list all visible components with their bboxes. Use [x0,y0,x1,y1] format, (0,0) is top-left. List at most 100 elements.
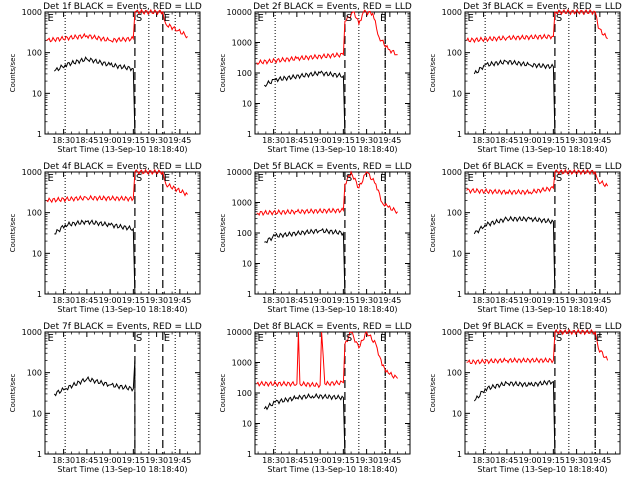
y-tick-label: 100 [237,229,252,238]
attenuator-marker-label: E [468,173,474,184]
x-tick-label: 19:00 [309,296,332,305]
lld-series-line [256,9,398,66]
x-axis-label: Start Time (13-Sep-10 18:18:40) [57,145,187,154]
x-tick-label: 19:15 [122,136,145,145]
attenuator-marker-label: E [596,333,602,344]
panel-det-6: Det 6f BLACK = Events, RED = LLD 1 10 100 10… [429,162,622,314]
y-tick-label: 10 [242,100,252,109]
attenuator-marker-label: E [380,333,386,344]
attenuator-marker-label: E [164,13,170,24]
panel-title: Det 5f BLACK = Events, RED = LLD [253,162,412,172]
x-tick-label: 19:45 [378,296,401,305]
y-tick-label: 1 [37,450,42,459]
lld-series-line [46,8,188,44]
x-tick-label: 19:00 [99,456,122,465]
y-axis-label: Counts/sec [219,214,227,253]
attenuator-marker-label: E [164,173,170,184]
x-tick-label: 19:45 [588,456,611,465]
plot-frame [464,11,621,135]
y-axis-label: Counts/sec [219,374,227,413]
x-tick-label: 19:45 [378,136,401,145]
events-series-line [473,379,556,455]
y-axis-label: Counts/sec [219,54,227,93]
x-tick-label: 19:15 [542,296,565,305]
x-tick-label: 19:00 [309,456,332,465]
x-tick-label: 18:45 [285,456,308,465]
y-tick-label: 10 [242,260,252,269]
panel-title: Det 3f BLACK = Events, RED = LLD [463,2,622,12]
y-tick-label: 10000 [227,328,252,337]
x-tick-label: 19:15 [542,456,565,465]
x-tick-label: 19:30 [355,296,378,305]
y-axis-label: Counts/sec [429,214,437,253]
events-series-line [264,227,346,295]
attenuator-marker-label: S [346,13,352,24]
y-tick-label: 10 [452,89,462,98]
panel-det-3: Det 3f BLACK = Events, RED = LLD 1 10 100 10… [429,2,622,154]
y-tick-label: 100 [447,209,462,218]
attenuator-marker-label: S [346,173,352,184]
attenuator-marker-label: S [136,333,142,344]
y-tick-label: 10 [32,249,42,258]
attenuator-marker-label: E [48,13,54,24]
panel-det-9: Det 9f BLACK = Events, RED = LLD 1 10 100 10… [429,322,622,474]
y-tick-label: 1000 [22,328,42,337]
attenuator-marker-label: E [48,333,54,344]
x-tick-label: 19:15 [332,136,355,145]
y-tick-label: 1 [247,290,252,299]
x-tick-label: 19:45 [588,136,611,145]
y-tick-label: 1 [457,130,462,139]
x-axis-label: Start Time (13-Sep-10 18:18:40) [477,145,607,154]
events-series-line [473,215,556,295]
plot-frame [464,331,621,455]
attenuator-marker-label: S [346,333,352,344]
y-axis-label: Counts/sec [9,54,17,93]
x-tick-label: 18:45 [285,136,308,145]
y-axis-label: Counts/sec [429,374,437,413]
y-tick-label: 1000 [442,328,462,337]
attenuator-marker-label: E [258,173,264,184]
y-tick-label: 1 [247,450,252,459]
x-tick-label: 18:30 [472,136,495,145]
lld-series-line [466,8,608,44]
attenuator-marker-label: S [556,333,562,344]
x-tick-label: 18:30 [472,296,495,305]
x-tick-label: 18:30 [262,296,285,305]
lld-series-line [46,168,188,204]
plot-frame [44,171,201,295]
y-tick-label: 1000 [232,359,252,368]
y-tick-label: 100 [237,69,252,78]
y-axis-label: Counts/sec [9,214,17,253]
x-tick-label: 19:45 [588,296,611,305]
x-axis-label: Start Time (13-Sep-10 18:18:40) [267,465,397,474]
panel-det-8: Det 8f BLACK = Events, RED = LLD 1 10 100 10… [219,322,412,474]
y-axis-label: Counts/sec [429,54,437,93]
x-tick-label: 19:15 [542,136,565,145]
panel-title: Det 1f BLACK = Events, RED = LLD [43,2,202,12]
events-series-line [53,360,136,454]
events-series-line [473,59,556,135]
x-tick-label: 19:45 [168,136,191,145]
x-axis-label: Start Time (13-Sep-10 18:18:40) [477,465,607,474]
panel-title: Det 6f BLACK = Events, RED = LLD [463,162,622,172]
events-series-line [53,56,136,135]
y-tick-label: 100 [237,389,252,398]
panel-det-2: Det 2f BLACK = Events, RED = LLD 1 10 100 10… [219,2,412,154]
x-tick-label: 19:45 [168,456,191,465]
x-tick-label: 18:45 [495,296,518,305]
attenuator-marker-label: E [468,333,474,344]
x-tick-label: 18:45 [75,456,98,465]
plot-frame [464,171,621,295]
y-tick-label: 1 [37,290,42,299]
y-tick-label: 10 [32,409,42,418]
attenuator-marker-label: E [258,13,264,24]
x-tick-label: 19:30 [145,296,168,305]
panel-det-7: Det 7f BLACK = Events, RED = LLD 1 10 100 10… [9,322,202,474]
x-tick-label: 19:30 [565,296,588,305]
events-series-line [54,219,136,295]
x-tick-label: 18:45 [495,136,518,145]
lld-series-line [466,168,609,196]
lld-series-line [256,331,398,389]
x-tick-label: 18:30 [262,136,285,145]
